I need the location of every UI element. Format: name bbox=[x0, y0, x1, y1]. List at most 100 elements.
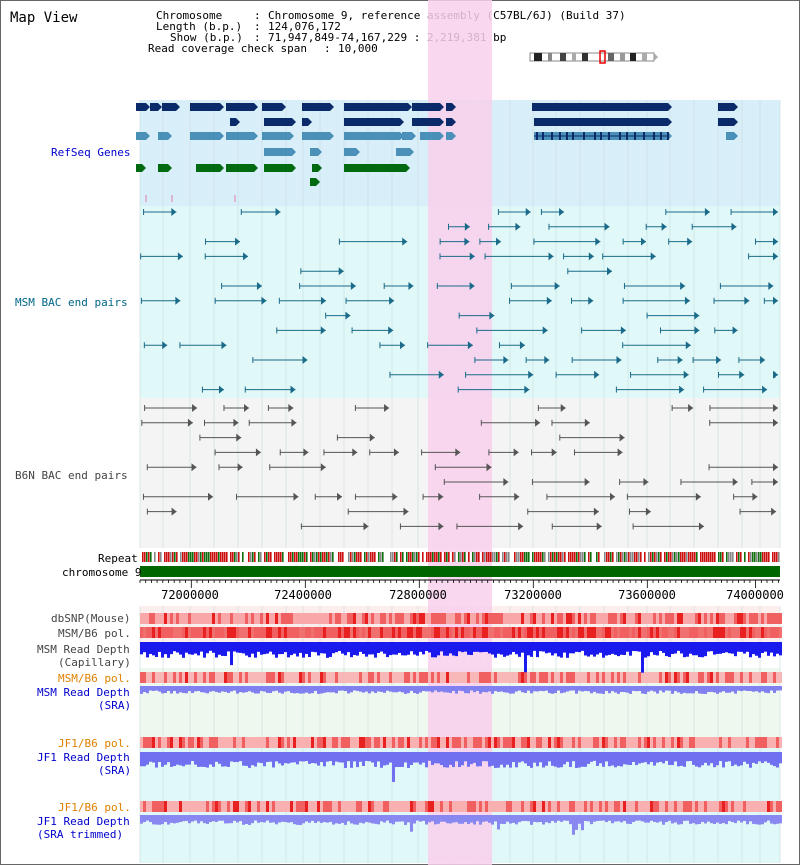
read-depth-bar bbox=[515, 686, 518, 692]
read-depth-bar bbox=[710, 752, 713, 764]
b6n-bac-pairs-track[interactable] bbox=[141, 404, 778, 531]
read-depth-bar bbox=[779, 752, 782, 764]
chromosome-bar[interactable] bbox=[140, 566, 780, 577]
repeat-element bbox=[488, 552, 490, 562]
read-depth-bar bbox=[545, 752, 548, 766]
track-label-refseq[interactable]: RefSeq Genes bbox=[51, 146, 131, 159]
polymorphism-cell bbox=[425, 613, 428, 624]
read-depth-bar bbox=[227, 686, 230, 693]
track-label-jf1-b6-pol-2[interactable]: JF1/B6 pol. bbox=[58, 801, 131, 814]
polymorphism-cell bbox=[350, 801, 353, 812]
polymorphism-cell bbox=[182, 737, 185, 748]
read-depth-bar bbox=[683, 642, 686, 658]
polymorphism-cell bbox=[374, 737, 377, 748]
polymorphism-cell bbox=[425, 801, 428, 812]
repeat-element bbox=[718, 552, 720, 562]
repeat-element bbox=[614, 552, 616, 562]
polymorphism-cell bbox=[227, 627, 230, 638]
polymorphism-cell bbox=[284, 672, 287, 683]
read-depth-bar bbox=[584, 815, 587, 821]
polymorphism-cell bbox=[338, 801, 341, 812]
polymorphism-cell bbox=[356, 627, 359, 638]
axis-tick-label: 72400000 bbox=[274, 588, 332, 602]
read-depth-bar bbox=[275, 686, 278, 691]
polymorphism-cell bbox=[461, 672, 464, 683]
repeat-element bbox=[422, 552, 424, 562]
read-depth-bar bbox=[314, 815, 317, 824]
polymorphism-cell bbox=[593, 613, 596, 624]
polymorphism-heat-tracks[interactable] bbox=[140, 613, 782, 812]
polymorphism-cell bbox=[563, 801, 566, 812]
read-depth-bar bbox=[548, 686, 551, 694]
track-label-msm-depth-sra[interactable]: MSM Read Depth bbox=[37, 686, 130, 699]
repeat-track[interactable] bbox=[142, 552, 780, 562]
chromosome-ideogram[interactable] bbox=[529, 50, 658, 64]
read-depth-bar bbox=[209, 686, 212, 692]
read-depth-bar bbox=[233, 752, 236, 763]
read-depth-bar bbox=[695, 642, 698, 656]
polymorphism-cell bbox=[749, 801, 752, 812]
polymorphism-cell bbox=[779, 672, 782, 683]
read-depth-tracks[interactable] bbox=[140, 642, 782, 835]
polymorphism-cell bbox=[578, 672, 581, 683]
polymorphism-cell bbox=[269, 613, 272, 624]
repeat-element bbox=[674, 552, 676, 562]
read-depth-bar bbox=[413, 752, 416, 763]
repeat-element bbox=[350, 552, 352, 562]
polymorphism-cell bbox=[758, 801, 761, 812]
read-depth-bar bbox=[215, 752, 218, 762]
msm-bac-pair-end-arrow bbox=[744, 296, 750, 305]
polymorphism-cell bbox=[626, 672, 629, 683]
polymorphism-cell bbox=[530, 672, 533, 683]
polymorphism-cell bbox=[536, 627, 539, 638]
polymorphism-cell bbox=[320, 737, 323, 748]
read-depth-bar bbox=[428, 752, 431, 761]
track-label-dbsnp[interactable]: dbSNP(Mouse) bbox=[51, 612, 131, 625]
polymorphism-cell bbox=[146, 737, 149, 748]
polymorphism-cell bbox=[719, 672, 722, 683]
repeat-element bbox=[748, 552, 750, 562]
track-label-msm-bac[interactable]: MSM BAC end pairs bbox=[15, 296, 128, 309]
read-depth-bar bbox=[554, 815, 557, 823]
polymorphism-cell bbox=[617, 613, 620, 624]
repeat-element bbox=[690, 552, 692, 562]
track-label-chromosome[interactable]: chromosome 9 bbox=[62, 566, 142, 579]
msm-bac-pairs-track[interactable] bbox=[140, 208, 778, 394]
selected-region-highlight[interactable] bbox=[428, 0, 492, 865]
polymorphism-cell bbox=[311, 613, 314, 624]
read-depth-bar bbox=[620, 642, 623, 655]
b6n-bac-pair-end-arrow bbox=[291, 418, 297, 427]
read-depth-bar bbox=[731, 815, 734, 823]
gene-strand-arrow bbox=[452, 132, 456, 140]
track-label-msm-depth-capillary[interactable]: MSM Read Depth bbox=[37, 643, 130, 656]
track-label-jf1-depth-trimmed[interactable]: JF1 Read Depth bbox=[37, 815, 130, 828]
repeat-element bbox=[308, 552, 310, 562]
ideogram-current-position[interactable] bbox=[599, 50, 606, 64]
polymorphism-cell bbox=[212, 613, 215, 624]
refseq-genes-track[interactable] bbox=[136, 103, 738, 202]
track-label-msm-b6-pol-2[interactable]: MSM/B6 pol. bbox=[58, 672, 131, 685]
polymorphism-cell bbox=[164, 627, 167, 638]
read-depth-bar bbox=[245, 752, 248, 766]
polymorphism-cell bbox=[620, 613, 623, 624]
track-label-jf1-b6-pol[interactable]: JF1/B6 pol. bbox=[58, 737, 131, 750]
track-label-msm-b6-pol[interactable]: MSM/B6 pol. bbox=[58, 627, 131, 640]
track-label-repeat[interactable]: Repeat bbox=[98, 552, 138, 565]
read-depth-bar bbox=[587, 815, 590, 822]
track-label-jf1-depth-sra[interactable]: JF1 Read Depth bbox=[37, 751, 130, 764]
b6n-bac-pair-end-arrow bbox=[320, 463, 326, 472]
repeat-element bbox=[654, 552, 656, 562]
read-depth-bar bbox=[665, 752, 668, 761]
polymorphism-cell bbox=[491, 672, 494, 683]
gene-strand-arrow bbox=[168, 164, 172, 172]
read-depth-bar bbox=[560, 752, 563, 768]
read-depth-bar bbox=[305, 686, 308, 693]
polymorphism-cell bbox=[542, 613, 545, 624]
polymorphism-cell bbox=[269, 801, 272, 812]
read-depth-bar bbox=[689, 686, 692, 694]
read-depth-bar bbox=[374, 642, 377, 658]
polymorphism-cell bbox=[494, 627, 497, 638]
gene-exon-block bbox=[226, 103, 254, 111]
track-label-b6n-bac[interactable]: B6N BAC end pairs bbox=[15, 469, 128, 482]
